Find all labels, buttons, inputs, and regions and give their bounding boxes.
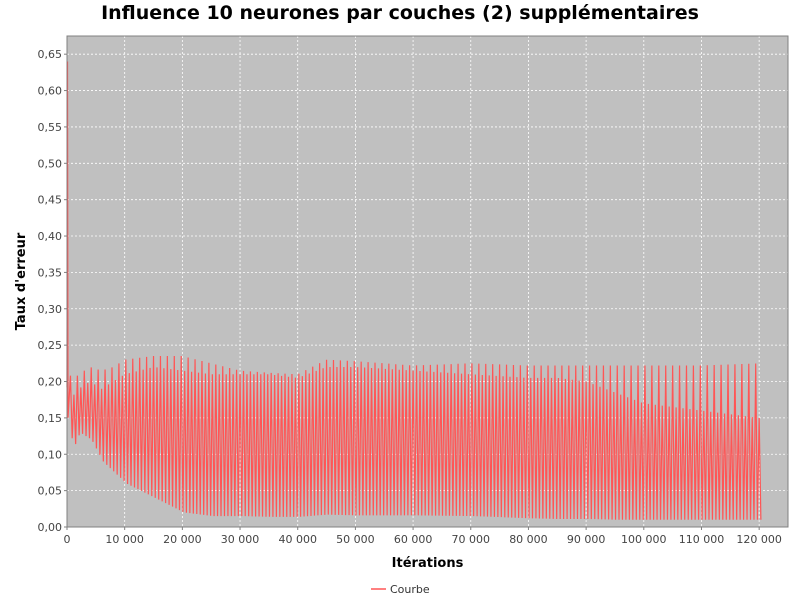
y-tick-label: 0,40 <box>38 230 63 243</box>
y-axis-label: Taux d'erreur <box>14 232 29 330</box>
x-tick-label: 50 000 <box>336 533 375 546</box>
y-tick-label: 0,55 <box>38 121 63 134</box>
y-tick-label: 0,35 <box>38 266 63 279</box>
y-tick-label: 0,10 <box>38 448 63 461</box>
legend: Courbe <box>371 583 430 596</box>
y-tick-label: 0,30 <box>38 303 63 316</box>
y-tick-label: 0,05 <box>38 485 63 498</box>
y-tick-label: 0,25 <box>38 339 63 352</box>
legend-label: Courbe <box>390 583 430 596</box>
y-tick-label: 0,15 <box>38 412 63 425</box>
x-tick-label: 0 <box>64 533 71 546</box>
series-courbe <box>66 61 762 520</box>
y-tick-label: 0,65 <box>38 48 63 61</box>
x-tick-label: 20 000 <box>163 533 202 546</box>
x-tick-label: 90 000 <box>567 533 606 546</box>
x-axis-ticks: 0 10 000 20 000 30 000 40 000 50 000 60 000 70 … <box>64 527 782 546</box>
series-line-courbe <box>66 61 762 520</box>
y-tick-label: 0,00 <box>38 521 63 534</box>
x-tick-label: 100 000 <box>621 533 667 546</box>
x-tick-label: 70 000 <box>452 533 491 546</box>
x-tick-label: 120 000 <box>736 533 782 546</box>
x-tick-label: 30 000 <box>221 533 260 546</box>
x-tick-label: 60 000 <box>394 533 433 546</box>
chart-title: Influence 10 neurones par couches (2) su… <box>101 2 699 24</box>
x-tick-label: 80 000 <box>509 533 548 546</box>
y-axis-ticks: 0,00 0,05 0,10 0,15 0,20 0,25 0,30 0,35 0,40 0,45… <box>38 48 67 534</box>
x-tick-label: 110 000 <box>679 533 725 546</box>
plot-border <box>66 35 789 528</box>
y-tick-label: 0,50 <box>38 157 63 170</box>
y-tick-label: 0,20 <box>38 376 63 389</box>
x-tick-label: 40 000 <box>278 533 317 546</box>
y-tick-label: 0,60 <box>38 85 63 98</box>
x-tick-label: 10 000 <box>105 533 144 546</box>
y-tick-label: 0,45 <box>38 194 63 207</box>
x-axis-label: Itérations <box>392 556 464 571</box>
